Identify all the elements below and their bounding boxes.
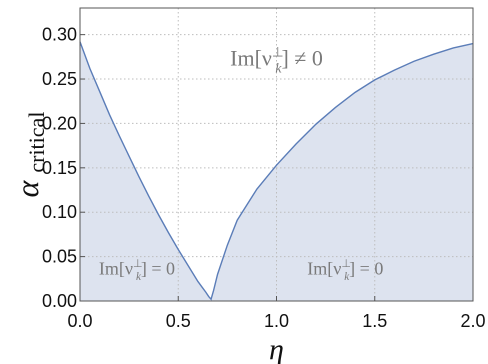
- y-axis-ticks: 0.00 0.05 0.10 0.15 0.20 0.25 0.30: [42, 25, 85, 311]
- x-axis-ticks: 0.0 0.5 1.0 1.5 2.0: [67, 296, 486, 331]
- x-axis-label: η: [269, 333, 284, 364]
- y-tick-label: 0.15: [42, 158, 77, 178]
- region-annotation: Im[ν⊥ k] = 0: [99, 258, 175, 283]
- y-axis-label: α critical: [9, 112, 49, 198]
- x-tick-label: 0.0: [67, 311, 92, 331]
- y-tick-label: 0.25: [42, 69, 77, 89]
- x-tick-label: 0.5: [166, 311, 191, 331]
- x-tick-label: 2.0: [460, 311, 485, 331]
- annotations: Im[ν⊥ k] ≠ 0 Im[ν⊥ k] = 0 Im[ν⊥ k] = 0: [99, 44, 383, 282]
- y-tick-label: 0.00: [42, 291, 77, 311]
- y-tick-label: 0.05: [42, 247, 77, 267]
- region-annotation: Im[ν⊥ k] ≠ 0: [230, 44, 323, 75]
- x-tick-label: 1.5: [362, 311, 387, 331]
- y-tick-label: 0.30: [42, 25, 77, 45]
- x-tick-label: 1.0: [264, 311, 289, 331]
- y-axis-label-symbol: α: [9, 179, 45, 197]
- y-tick-label: 0.10: [42, 202, 77, 222]
- critical-alpha-curve: [79, 41, 474, 301]
- region-annotation: Im[ν⊥ k] = 0: [307, 258, 383, 283]
- y-axis-label-subscript: critical: [24, 112, 49, 173]
- y-tick-label: 0.20: [42, 113, 77, 133]
